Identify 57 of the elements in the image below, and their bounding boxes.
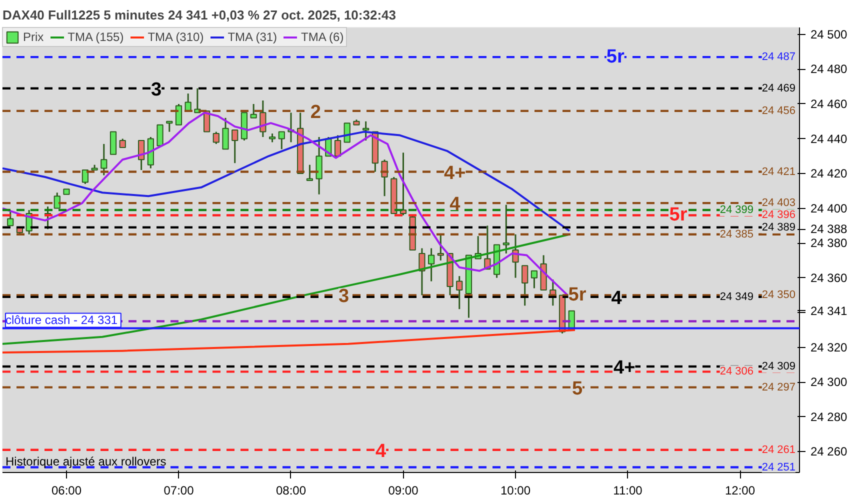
y-tick-label: 24 500 (810, 27, 848, 42)
y-tick-label: 24 341 (810, 304, 848, 318)
annotation: 4 (376, 440, 387, 462)
ref-line-label: 24 487 (762, 51, 796, 64)
x-tick-label: 06:00 (51, 484, 82, 498)
ref-line-label: 24 309 (762, 360, 796, 372)
y-tick-label: 24 380 (810, 236, 848, 250)
y-tick-label: 24 280 (810, 410, 848, 424)
ref-line-label: 24 350 (762, 289, 796, 302)
ref-line-label: 24 456 (762, 104, 796, 117)
ref-line-label: 24 469 (762, 82, 796, 94)
y-tick-label: 24 388 (810, 222, 848, 236)
ref-line-label: 24 306 (720, 366, 754, 378)
annotation: 3 (338, 286, 350, 308)
annotation: 4+ (444, 162, 466, 184)
x-tick-label: 09:00 (388, 484, 419, 498)
legend-label: TMA (310) (148, 30, 204, 44)
ref-line-label: 24 421 (762, 166, 796, 178)
annotation: 4 (611, 288, 622, 309)
annotation: 3 (151, 79, 162, 100)
annotation: 5 (572, 378, 583, 400)
y-tick-label: 24 260 (810, 444, 848, 459)
annotation: Historique ajusté aux rollovers (6, 454, 166, 468)
ref-line-label: 24 251 (762, 461, 796, 474)
y-tick-label: 24 420 (810, 166, 848, 181)
ref-line-label: 24 396 (762, 209, 796, 222)
chart-title: DAX40 Full1225 5 minutes 24 341 +0,03 % 27 oct. 2025, 10:32:43 (2, 8, 396, 22)
x-tick-label: 11:00 (613, 484, 643, 498)
annotation: 2 (310, 102, 321, 123)
annotation: 4+ (614, 357, 636, 378)
ref-line-label: 24 399 (720, 204, 754, 216)
ref-line-label: clôture cash - 24 331 (6, 313, 118, 328)
legend-label: TMA (6) (301, 30, 344, 44)
annotation: 4 (450, 194, 461, 216)
ref-line-label: 24 349 (720, 290, 754, 303)
ref-line-label: 24 403 (762, 197, 796, 210)
y-tick-label: 24 460 (810, 96, 848, 111)
y-tick-label: 24 400 (810, 201, 848, 216)
legend-label: TMA (31) (228, 30, 278, 44)
y-tick-label: 24 440 (810, 132, 848, 146)
y-tick-label: 24 320 (810, 340, 848, 354)
legend-label: Prix (23, 30, 44, 44)
x-tick-label: 08:00 (276, 484, 306, 498)
legend-label: TMA (155) (68, 30, 124, 44)
y-tick-label: 24 360 (810, 270, 848, 285)
x-tick-label: 10:00 (500, 484, 531, 498)
annotation: 5r (606, 46, 625, 68)
y-tick-label: 24 480 (810, 62, 848, 76)
annotation: 5r (568, 284, 587, 306)
ref-line-label: 24 261 (762, 444, 796, 456)
x-tick-label: 12:00 (724, 484, 756, 498)
ref-line-label: 24 389 (762, 221, 796, 234)
annotation: 5r (669, 204, 688, 226)
x-tick-label: 07:00 (164, 484, 194, 498)
ref-line-label: 24 385 (720, 228, 754, 240)
y-tick-label: 24 300 (810, 375, 848, 390)
ref-line-label: 24 297 (762, 381, 796, 394)
